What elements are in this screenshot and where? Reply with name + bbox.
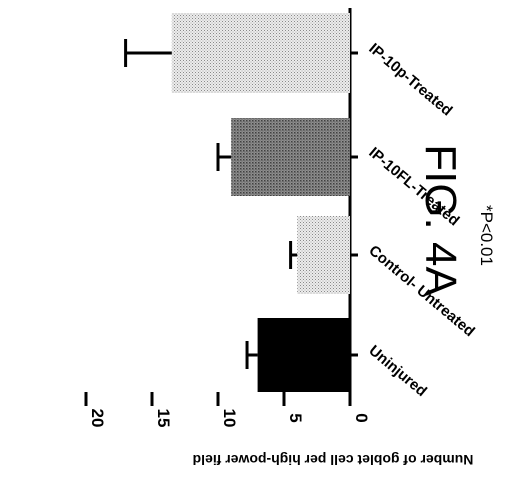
category-label-3: IP-10p-Treated — [365, 40, 455, 119]
bars-group — [172, 13, 350, 392]
y-axis-label: Number of goblet cell per high-power fie… — [193, 452, 474, 468]
bar-3 — [172, 13, 350, 93]
category-label-0: Uninjured — [365, 342, 430, 400]
bar-2 — [231, 118, 350, 196]
significance-annotation: *P<0.01 — [477, 205, 496, 266]
bar-1 — [297, 216, 350, 294]
value-tick-label-0: 0 — [352, 413, 371, 422]
bar-0 — [258, 318, 350, 392]
value-tick-label-4: 20 — [88, 409, 107, 428]
value-tick-label-2: 10 — [220, 409, 239, 428]
value-tick-label-3: 15 — [154, 409, 173, 428]
figure-title: FIG. 4A — [416, 144, 465, 296]
value-tick-label-1: 5 — [286, 413, 305, 422]
value-axis-ticks: 0 5 10 15 20 — [86, 392, 371, 427]
